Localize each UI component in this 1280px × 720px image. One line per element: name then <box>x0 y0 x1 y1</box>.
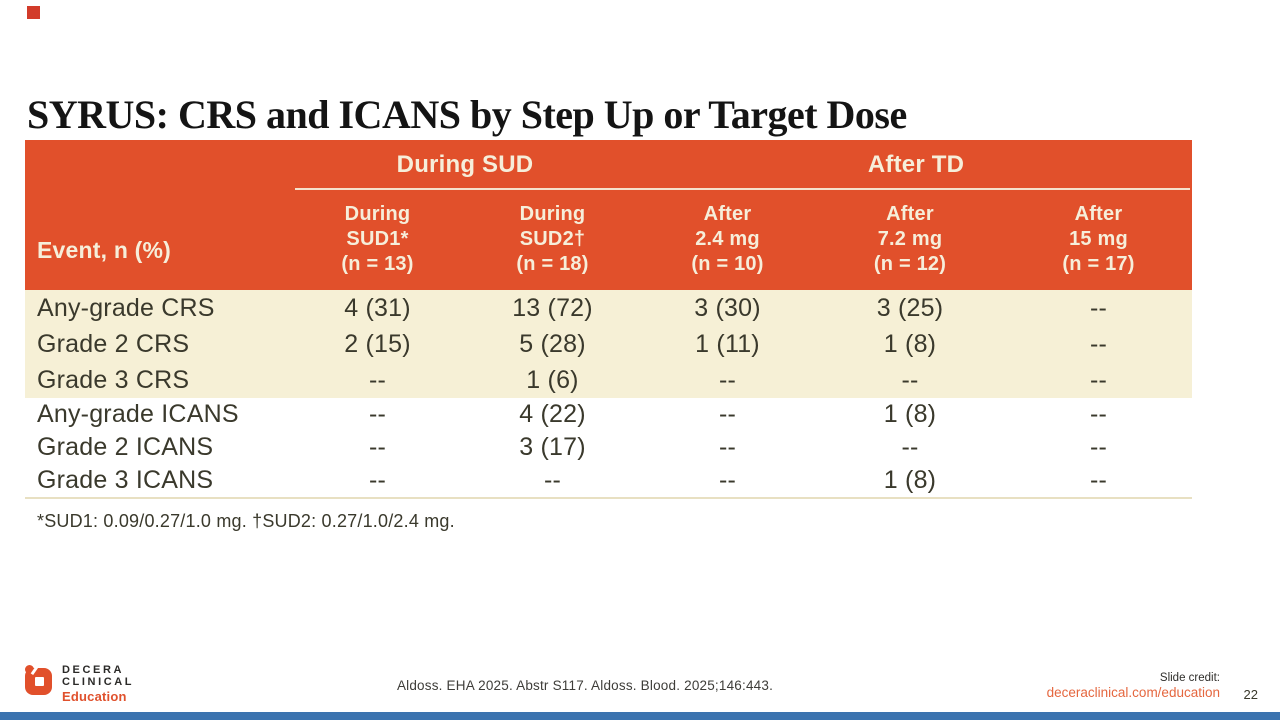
logo-line-decera: DECERA <box>62 664 125 676</box>
row-label: Grade 2 CRS <box>37 329 190 358</box>
credit-label: Slide credit: <box>1159 672 1220 684</box>
column-header-7-2mg: After 7.2 mg (n = 12) <box>815 189 1005 290</box>
column-header-2-4mg: After 2.4 mg (n = 10) <box>640 189 815 290</box>
column-header-line: 15 mg <box>1069 228 1128 250</box>
table-cell: 3 (17) <box>519 433 586 461</box>
event-column-header: Event, n (%) <box>37 237 172 263</box>
row-label: Any-grade ICANS <box>37 400 239 428</box>
logo-line-clinical: CLINICAL <box>62 676 135 688</box>
group-header-divider <box>295 188 1190 190</box>
column-header-line: 7.2 mg <box>877 228 943 250</box>
table-cell: -- <box>368 466 387 494</box>
decera-logo: DECERA CLINICAL Education <box>25 665 134 703</box>
table-cell: 13 (72) <box>512 293 593 322</box>
column-header-15mg: After 15 mg (n = 17) <box>1005 189 1192 290</box>
table-cell: 3 (30) <box>694 293 761 322</box>
column-header-line: After <box>1074 203 1123 225</box>
table-header: Event, n (%) During SUD After TD During … <box>25 140 1192 290</box>
table-cell: -- <box>543 466 562 494</box>
table-cell: 3 (25) <box>876 293 944 322</box>
table-cell: -- <box>1089 466 1108 494</box>
table-cell: -- <box>368 365 387 394</box>
credit-link[interactable]: deceraclinical.com/education <box>1046 685 1220 700</box>
footnote: *SUD1: 0.09/0.27/1.0 mg. †SUD2: 0.27/1.0… <box>37 511 455 531</box>
table-cell: 5 (28) <box>519 329 586 358</box>
column-header-line: (n = 10) <box>691 253 764 275</box>
decera-logo-icon <box>25 665 53 696</box>
slide-credit: Slide credit: deceraclinical.com/educati… <box>1047 672 1220 702</box>
table-cell: -- <box>368 400 387 428</box>
column-header-line: During <box>344 203 411 225</box>
table-cell: -- <box>718 466 737 494</box>
row-label: Any-grade CRS <box>37 293 215 322</box>
table-row: Grade 3 ICANS -- -- -- 1 (8) -- <box>25 464 1192 497</box>
table-cell: 1 (11) <box>695 329 760 358</box>
group-header-after-td: After TD <box>867 150 965 178</box>
column-header-sud2: During SUD2† (n = 18) <box>465 189 640 290</box>
table-row: Grade 2 ICANS -- 3 (17) -- -- -- <box>25 431 1192 464</box>
table-cell: -- <box>1089 400 1108 428</box>
slide-title: SYRUS: CRS and ICANS by Step Up or Targe… <box>27 91 907 137</box>
table-cell: 1 (8) <box>883 329 937 358</box>
table-cell: -- <box>1089 329 1108 358</box>
table-row: Any-grade ICANS -- 4 (22) -- 1 (8) -- <box>25 398 1192 431</box>
table-cell: -- <box>718 400 737 428</box>
table-row: Grade 3 CRS -- 1 (6) -- -- -- <box>25 362 1192 398</box>
table-cell: -- <box>901 365 919 394</box>
crs-row-group: Any-grade CRS 4 (31) 13 (72) 3 (30) 3 (2… <box>25 290 1192 398</box>
table-cell: 1 (6) <box>526 365 579 394</box>
page-number: 22 <box>1243 687 1258 702</box>
table-cell: -- <box>368 433 387 461</box>
table-cell: 2 (15) <box>344 329 411 358</box>
table-cell: 4 (22) <box>519 400 586 428</box>
column-header-line: (n = 12) <box>873 253 947 275</box>
citation: Aldoss. EHA 2025. Abstr S117. Aldoss. Bl… <box>396 678 774 693</box>
column-header-line: (n = 13) <box>341 253 414 275</box>
column-header-line: 2.4 mg <box>695 228 760 250</box>
table-cell: -- <box>1089 293 1108 322</box>
table-cell: -- <box>718 433 737 461</box>
group-header-during-sud: During SUD <box>396 150 534 178</box>
row-label: Grade 3 CRS <box>37 365 190 394</box>
decera-logo-text: DECERA CLINICAL Education <box>62 665 134 703</box>
table-row: Grade 2 CRS 2 (15) 5 (28) 1 (11) 1 (8) -… <box>25 326 1192 362</box>
table-cell: 1 (8) <box>883 400 937 428</box>
column-header-line: After <box>703 203 752 225</box>
table-cell: 1 (8) <box>883 466 937 494</box>
bottom-bar <box>0 712 1280 720</box>
row-label: Grade 2 ICANS <box>37 433 214 461</box>
column-header-line: (n = 17) <box>1062 253 1135 275</box>
column-header-line: SUD2† <box>519 228 586 250</box>
column-header-line: (n = 18) <box>516 253 589 275</box>
crs-icans-table: Event, n (%) During SUD After TD During … <box>25 140 1192 499</box>
table-row: Any-grade CRS 4 (31) 13 (72) 3 (30) 3 (2… <box>25 290 1192 326</box>
column-header-sud1: During SUD1* (n = 13) <box>290 189 465 290</box>
table-cell: 4 (31) <box>344 293 411 322</box>
logo-line-education: Education <box>62 688 127 704</box>
column-header-line: After <box>886 203 934 225</box>
column-header-line: During <box>519 203 586 225</box>
table-cell: -- <box>718 365 737 394</box>
row-label: Grade 3 ICANS <box>37 466 214 494</box>
table-cell: -- <box>901 433 919 461</box>
table-cell: -- <box>1089 365 1108 394</box>
column-header-line: SUD1* <box>346 228 409 250</box>
table-cell: -- <box>1089 433 1108 461</box>
icans-row-group: Any-grade ICANS -- 4 (22) -- 1 (8) -- Gr… <box>25 398 1192 499</box>
accent-square <box>27 6 40 19</box>
